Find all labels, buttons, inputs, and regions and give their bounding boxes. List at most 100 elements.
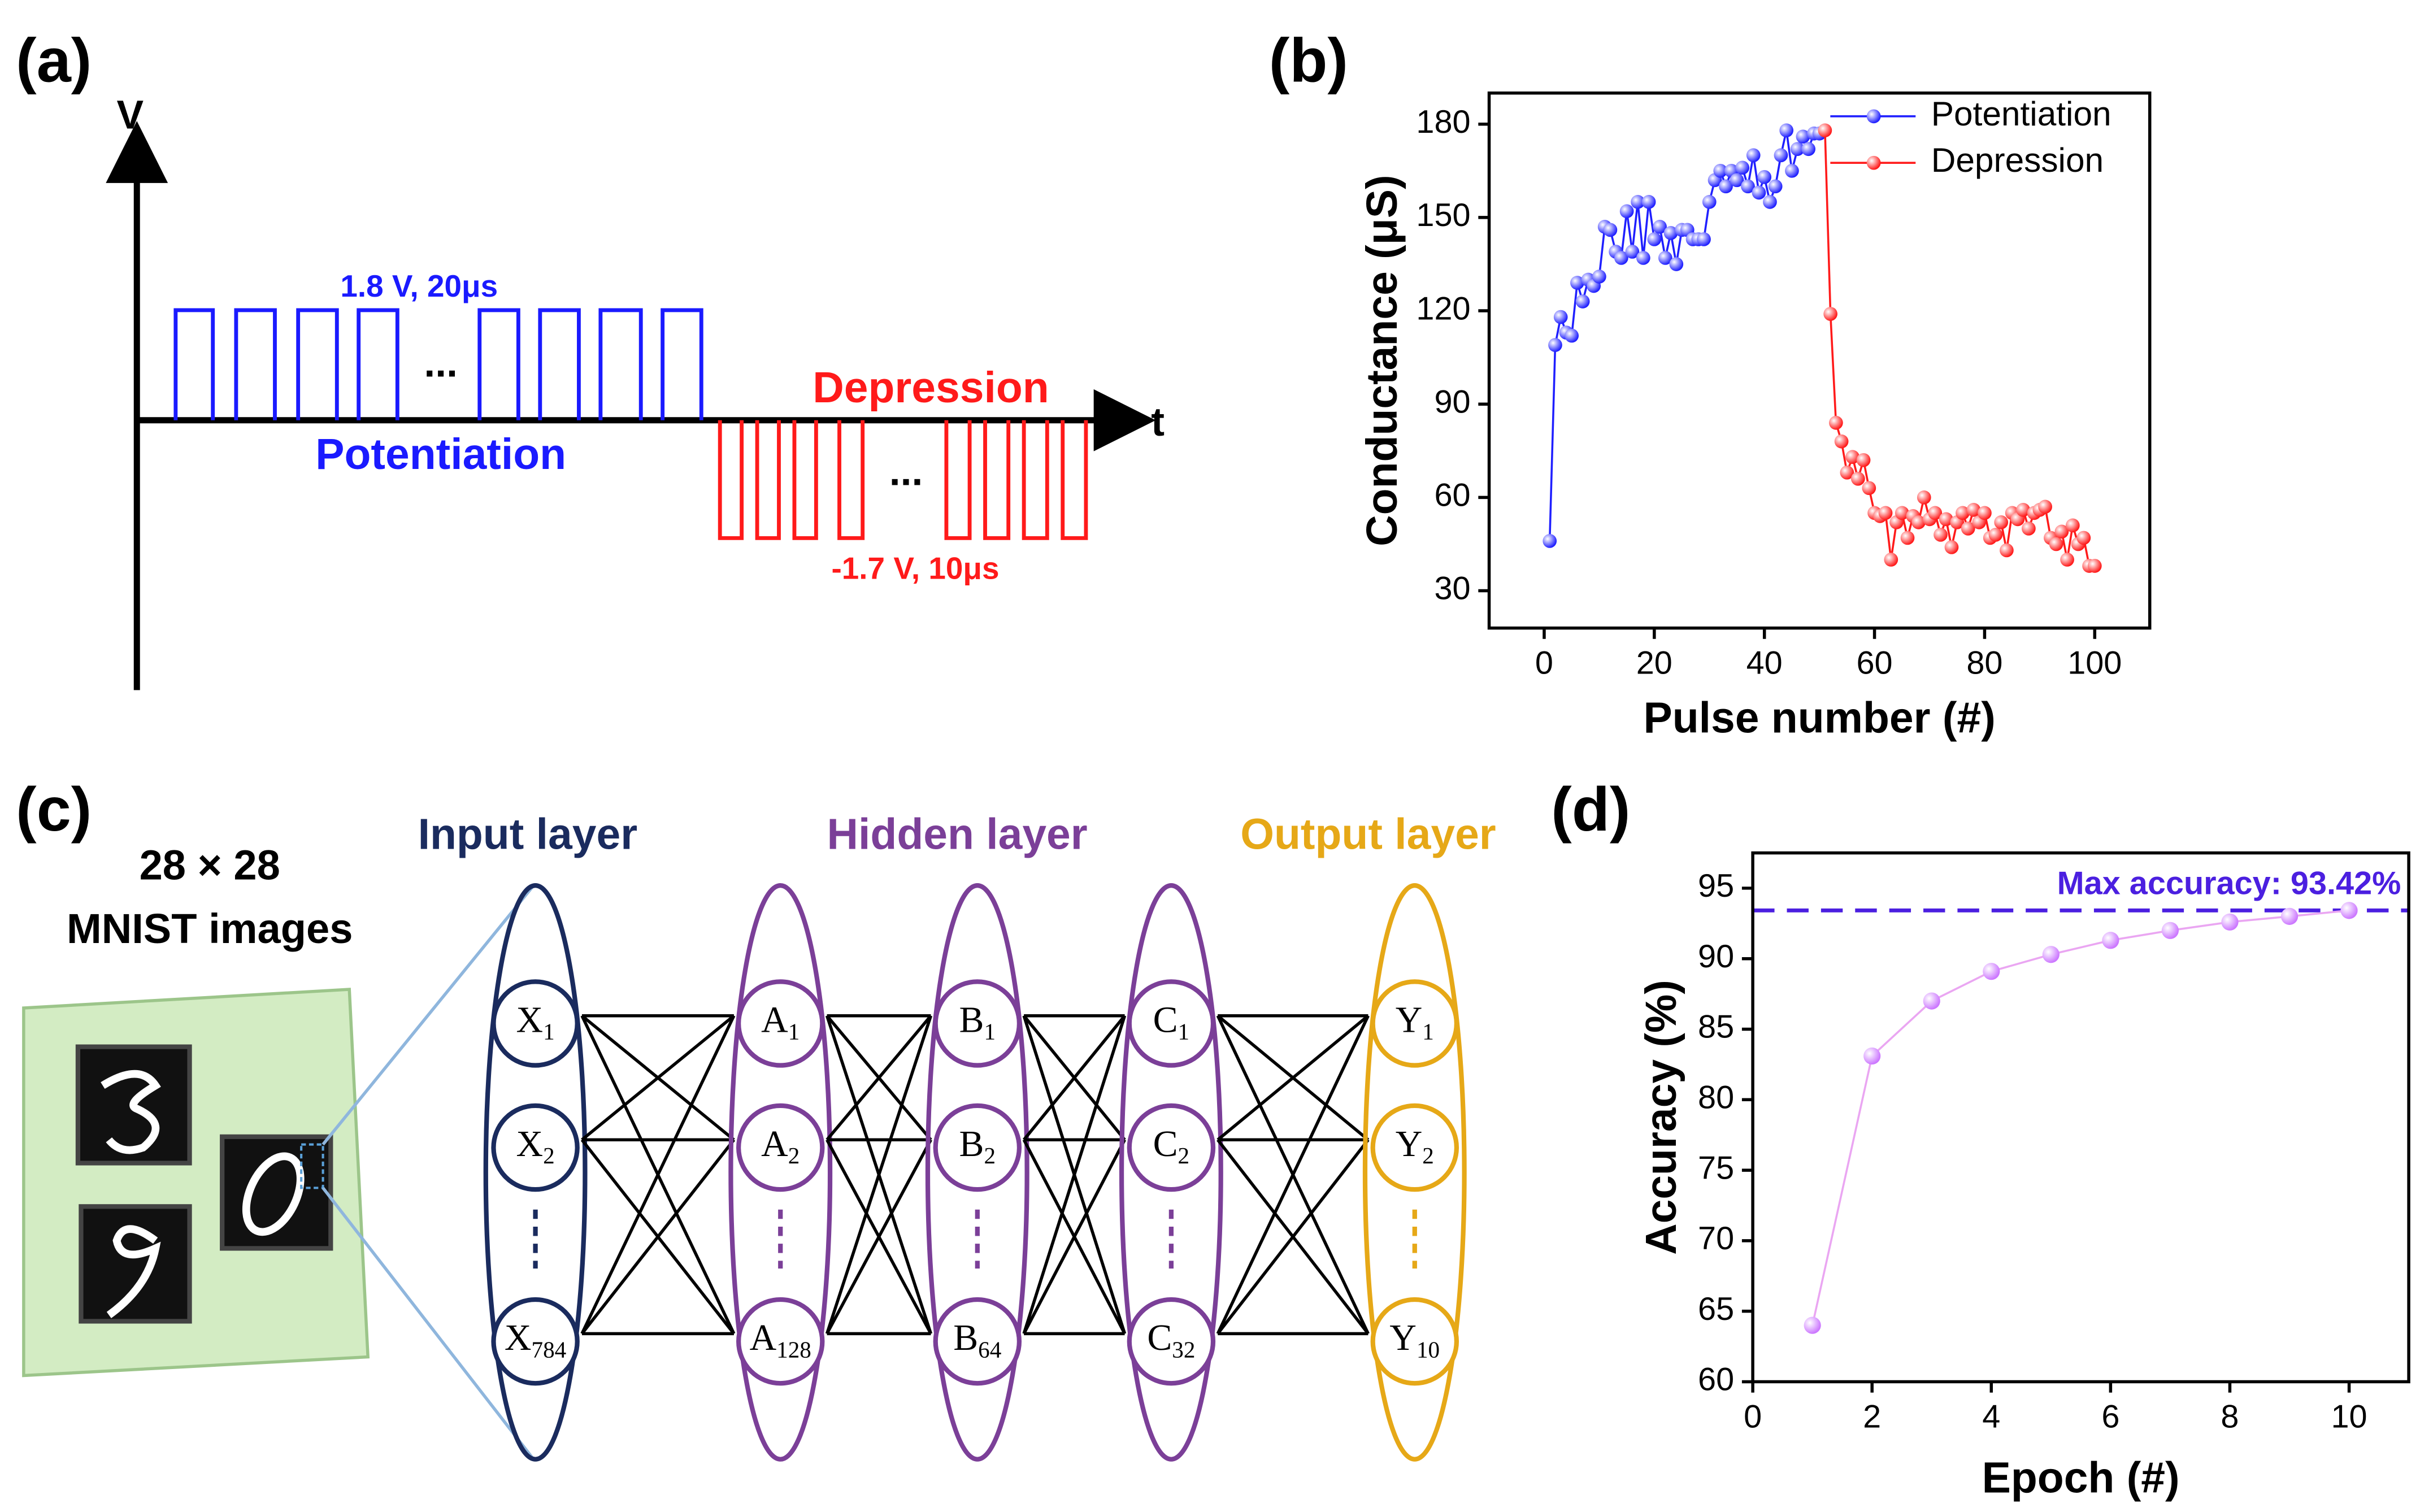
data-point — [1713, 163, 1728, 178]
data-point — [1570, 276, 1584, 290]
pulse-diagram: V t 1.8 V, 20μs ... Potentiation Depress… — [106, 92, 1165, 690]
data-point — [1735, 160, 1750, 175]
neuron-sub: 784 — [532, 1337, 567, 1363]
data-point — [1631, 195, 1645, 209]
connection — [580, 1015, 736, 1335]
legend-text: Potentiation — [1931, 94, 2111, 133]
x-tick-label: 40 — [1746, 645, 1783, 681]
layer-ellipse — [728, 883, 833, 1462]
x-tick-label: 2 — [1863, 1399, 1881, 1435]
neuron — [736, 979, 825, 1068]
data-point — [1939, 512, 1953, 527]
plot-frame — [1487, 91, 2152, 630]
layer-ellipse — [1362, 883, 1467, 1462]
data-point — [1719, 179, 1733, 194]
annotation: Max accuracy: 93.42% — [2057, 866, 2401, 902]
panel-label: (b) — [1269, 26, 1348, 95]
x-tick-label: 4 — [1982, 1399, 2000, 1435]
data-point — [2280, 907, 2299, 925]
connection — [1022, 1015, 1127, 1335]
connection — [1022, 1139, 1126, 1335]
digit — [101, 1070, 161, 1154]
data-point — [1934, 528, 1948, 542]
data-point — [1917, 490, 1931, 505]
x-tick-label: 20 — [1636, 645, 1672, 681]
y-tick-label: 65 — [1698, 1291, 1734, 1327]
connection — [826, 1139, 932, 1335]
neuron — [1370, 979, 1459, 1068]
panel-label: (d) — [1551, 775, 1630, 844]
data-point — [1636, 251, 1650, 265]
pulse-name: Potentiation — [315, 430, 566, 479]
gap: ... — [424, 341, 457, 386]
neuron-base: X — [516, 1123, 544, 1165]
series-line — [1811, 909, 2349, 1326]
neuron-label: X2 — [516, 1123, 555, 1169]
data-point — [1757, 170, 1772, 184]
neuron — [491, 979, 580, 1068]
data-point — [2221, 913, 2239, 931]
y-tick-label: 90 — [1698, 939, 1734, 975]
data-point — [1796, 129, 1810, 144]
x-axis-title: Epoch (#) — [1982, 1453, 2180, 1502]
layer-ellipse — [1119, 883, 1223, 1462]
neuron — [933, 979, 1022, 1068]
mnist-title: MNIST images — [67, 905, 353, 952]
data-point — [1746, 148, 1761, 163]
neuron-base: X — [505, 1317, 532, 1358]
neuron — [1127, 1103, 1216, 1192]
neuron — [933, 1103, 1022, 1192]
data-point — [1884, 553, 1898, 567]
y-tick-label: 60 — [1698, 1362, 1734, 1398]
data-point — [1669, 257, 1684, 271]
neuron-sub: 1 — [1422, 1019, 1434, 1045]
axis-label: V — [117, 92, 144, 137]
neuron-sub: 2 — [1178, 1143, 1190, 1169]
data-point — [1956, 506, 1970, 520]
data-point — [1878, 506, 1893, 520]
data-point — [2049, 537, 2063, 551]
data-point — [1790, 142, 1805, 157]
data-point — [1619, 204, 1634, 219]
neuron — [1370, 1297, 1459, 1386]
neuron-label: B64 — [953, 1317, 1001, 1363]
axis-label: t — [1151, 399, 1165, 445]
gap: ... — [889, 449, 923, 494]
digit — [242, 1152, 305, 1236]
y-axis-title: Accuracy (%) — [1637, 980, 1685, 1255]
connection — [826, 1014, 932, 1141]
potentiation-pulses — [173, 308, 703, 420]
layer-title: Hidden layer — [827, 810, 1088, 858]
data-point — [1741, 179, 1755, 194]
data-point — [1625, 245, 1640, 259]
neuron-label: X784 — [505, 1317, 566, 1363]
data-point — [2042, 946, 2060, 963]
data-point — [2022, 522, 2036, 536]
y-tick-label: 95 — [1698, 868, 1734, 904]
neuron-label: A2 — [761, 1123, 800, 1169]
x-tick-label: 80 — [1966, 645, 2002, 681]
legend-text: Depression — [1931, 141, 2104, 179]
neuron-sub: 2 — [984, 1143, 996, 1169]
connection — [1216, 1014, 1370, 1141]
data-point — [1966, 503, 1981, 517]
data-point — [1663, 226, 1678, 240]
data-point — [1818, 123, 1832, 138]
x-tick-label: 60 — [1857, 645, 1893, 681]
connection — [580, 1139, 736, 1335]
data-point — [1752, 185, 1766, 200]
digit — [106, 1225, 161, 1319]
neuron-label: B2 — [959, 1123, 996, 1169]
neuron-base: B — [959, 1123, 984, 1165]
neuron-base: Y — [1389, 1317, 1417, 1358]
data-point — [1553, 310, 1568, 324]
legend-marker — [1866, 155, 1881, 170]
depression-pulses — [718, 420, 1088, 540]
neuron-sub: 2 — [788, 1143, 800, 1169]
layer-ellipse — [483, 883, 588, 1462]
x-tick-label: 0 — [1535, 645, 1553, 681]
data-point — [1895, 506, 1909, 520]
data-point — [1845, 450, 1859, 464]
